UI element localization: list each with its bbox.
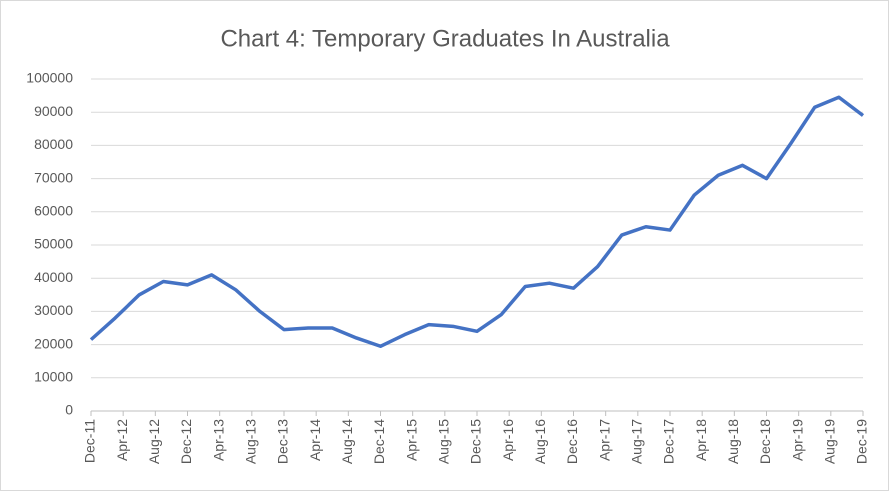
x-tick-label: Aug-13	[243, 419, 259, 464]
x-tick-label: Dec-12	[178, 419, 194, 464]
x-tick-label: Dec-18	[757, 419, 773, 464]
x-tick-label: Dec-11	[82, 419, 98, 463]
x-tick-label: Aug-14	[339, 419, 355, 464]
y-tick-label: 40000	[34, 269, 73, 285]
x-tick-label: Dec-19	[854, 419, 870, 464]
x-tick-label: Dec-14	[371, 419, 387, 464]
y-tick-label: 20000	[34, 335, 73, 351]
x-tick-label: Apr-13	[210, 419, 226, 461]
line-series	[89, 95, 865, 349]
x-tick-label: Dec-17	[661, 419, 677, 464]
y-tick-label: 10000	[34, 369, 73, 385]
x-tick-label: Apr-12	[114, 419, 130, 461]
chart-title: Chart 4: Temporary Graduates In Australi…	[220, 25, 670, 52]
x-tick-label: Aug-19	[822, 419, 838, 464]
x-tick-label: Dec-15	[468, 419, 484, 464]
y-tick-label: 0	[65, 402, 73, 418]
x-tick-label: Apr-17	[596, 419, 612, 461]
x-tick-label: Apr-19	[789, 419, 805, 461]
x-tick-label: Apr-18	[693, 419, 709, 461]
x-tick-label: Aug-12	[146, 419, 162, 464]
y-tick-label: 60000	[34, 203, 73, 219]
y-tick-label: 50000	[34, 236, 73, 252]
x-tick-label: Apr-16	[500, 419, 516, 461]
x-tick-label: Apr-15	[403, 419, 419, 461]
x-tick-label: Dec-13	[275, 419, 291, 464]
y-tick-label: 100000	[26, 70, 73, 86]
y-tick-label: 30000	[34, 302, 73, 318]
y-tick-label: 80000	[34, 136, 73, 152]
x-tick-label: Aug-17	[629, 419, 645, 464]
x-tick-label: Apr-14	[307, 419, 323, 461]
x-tick-label: Aug-15	[436, 419, 452, 464]
x-tick-label: Aug-16	[532, 419, 548, 464]
x-tick-label: Dec-16	[564, 419, 580, 464]
x-tick-label: Aug-18	[725, 419, 741, 464]
y-tick-label: 70000	[34, 169, 73, 185]
y-tick-label: 90000	[34, 103, 73, 119]
